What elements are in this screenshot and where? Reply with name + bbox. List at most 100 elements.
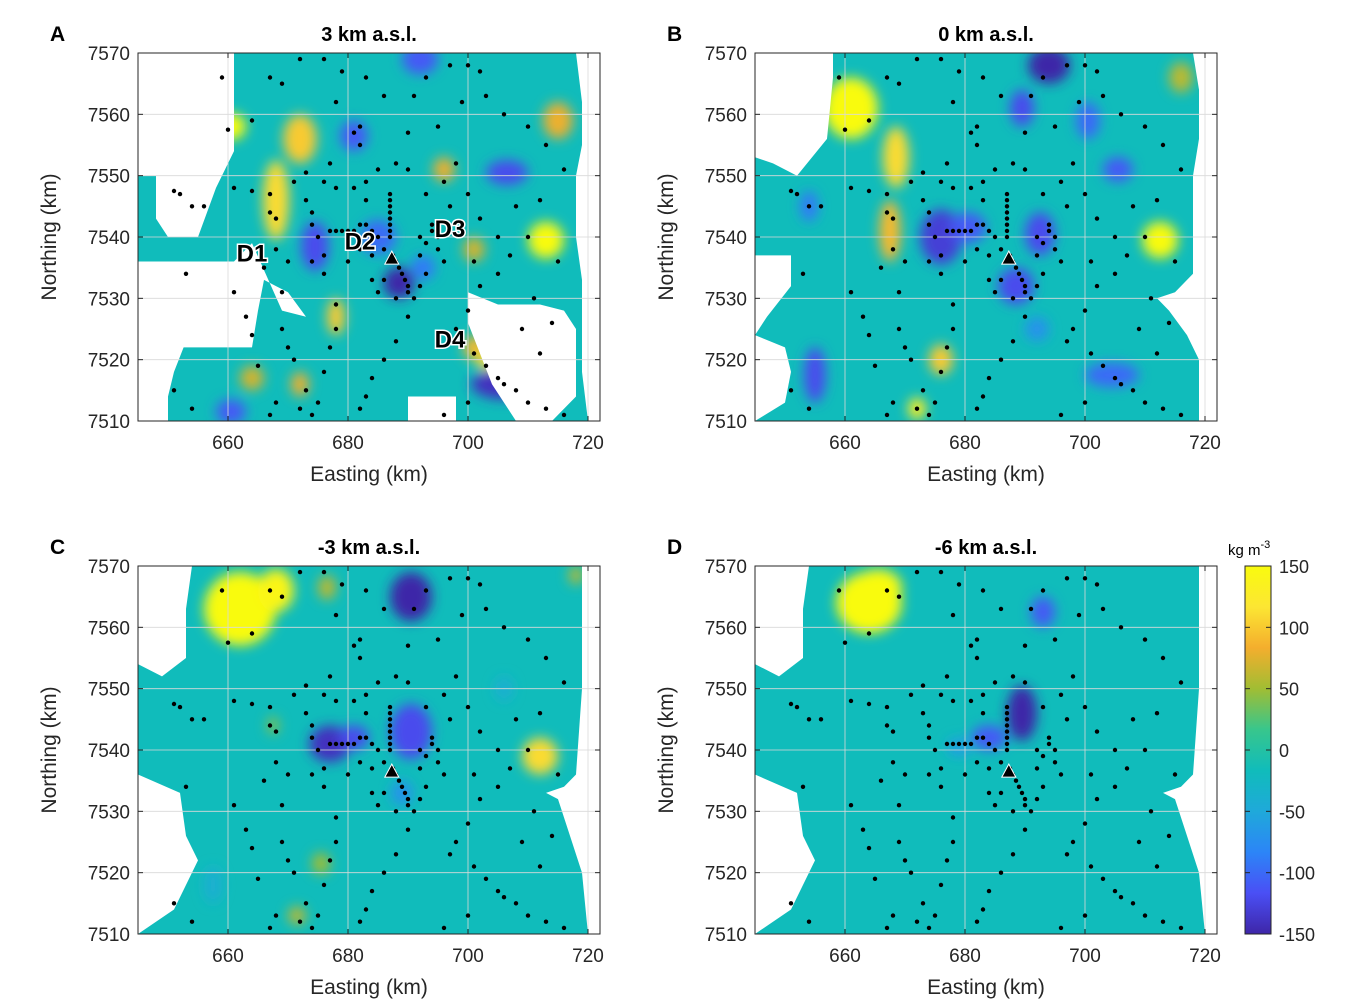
station-point [297, 406, 303, 411]
density-anomaly [950, 212, 986, 244]
station-point [926, 412, 932, 418]
station-point [1028, 606, 1034, 612]
station-point [902, 772, 908, 777]
station-point [453, 674, 459, 679]
station-point [998, 760, 1004, 765]
station-point [1022, 680, 1028, 685]
station-point [273, 216, 279, 221]
station-point [980, 222, 986, 227]
colorbar-tick-label: 50 [1279, 680, 1299, 700]
station-point [417, 253, 423, 258]
station-point [279, 81, 285, 86]
station-point [1034, 253, 1040, 258]
station-point [1064, 204, 1070, 209]
station-point [986, 277, 992, 283]
density-anomaly [528, 221, 564, 259]
station-point [507, 766, 513, 771]
station-point [447, 576, 453, 581]
station-point [363, 198, 369, 203]
station-point [836, 75, 842, 80]
station-point [435, 247, 441, 252]
station-point [1094, 216, 1100, 221]
station-point [357, 637, 363, 642]
station-point [363, 179, 369, 184]
station-point [417, 283, 423, 289]
y-tick-label: 7510 [705, 925, 747, 946]
station-point [387, 228, 393, 234]
panel-b: 660 680 700 720 7570 7560 7550 7540 7530 7520 7510… [655, 23, 1221, 486]
station-point [297, 56, 303, 62]
station-point [387, 234, 393, 240]
anomaly-label: D1 [237, 241, 268, 268]
no-data-region [1157, 53, 1217, 421]
station-point [393, 339, 399, 344]
station-point [908, 692, 914, 697]
station-point [890, 729, 896, 734]
station-point [1142, 747, 1148, 753]
station-point [453, 326, 459, 332]
station-point [423, 704, 429, 710]
station-point [956, 582, 962, 587]
density-anomaly [1028, 53, 1070, 84]
density-anomaly [1031, 596, 1055, 628]
station-point [393, 161, 399, 166]
station-point [225, 127, 231, 132]
station-point [896, 594, 902, 599]
density-anomaly [240, 365, 264, 391]
station-point [950, 99, 956, 105]
station-point [1022, 643, 1028, 648]
station-point [1022, 803, 1028, 808]
panel-c: 660 680 700 720 7570 7560 7550 7540 7530 7520 7510… [38, 536, 604, 999]
station-point [980, 198, 986, 203]
station-point [291, 357, 297, 362]
station-point [291, 870, 297, 875]
station-point [375, 290, 381, 295]
station-point [962, 772, 968, 777]
station-point [327, 161, 333, 166]
station-point [345, 259, 351, 264]
y-tick-label: 7540 [705, 228, 747, 249]
station-point [477, 729, 483, 734]
x-tick-label: 660 [829, 433, 861, 454]
station-point [1064, 576, 1070, 581]
station-point [1118, 625, 1124, 630]
station-point [243, 827, 249, 832]
station-point [423, 240, 429, 246]
station-point [1004, 210, 1010, 215]
station-point [1172, 772, 1178, 777]
station-point [926, 925, 932, 931]
station-point [974, 655, 980, 661]
anomaly-label: D3 [435, 216, 466, 243]
x-tick-label: 660 [829, 946, 861, 967]
station-point [806, 406, 812, 411]
station-point [932, 913, 938, 918]
station-point [986, 790, 992, 796]
station-point [279, 290, 285, 295]
station-point [519, 839, 525, 845]
station-point [1064, 717, 1070, 722]
station-point [974, 760, 980, 765]
station-point [357, 124, 363, 129]
station-point [1142, 400, 1148, 405]
density-anomaly [854, 569, 902, 606]
station-point [555, 259, 561, 264]
station-point [1004, 204, 1010, 209]
station-point [531, 296, 537, 301]
station-point [321, 882, 327, 888]
station-point [381, 247, 387, 252]
station-point [387, 735, 393, 740]
station-point [1112, 271, 1118, 276]
station-point [1112, 747, 1118, 753]
station-point [435, 747, 441, 753]
station-point [986, 228, 992, 234]
station-point [315, 747, 321, 753]
station-point [794, 191, 800, 197]
density-anomaly [882, 126, 910, 188]
station-point [459, 99, 465, 105]
station-point [1004, 735, 1010, 740]
station-point [998, 357, 1004, 362]
station-point [1094, 283, 1100, 289]
station-point [1010, 852, 1016, 857]
station-point [267, 191, 273, 197]
station-point [1142, 124, 1148, 129]
